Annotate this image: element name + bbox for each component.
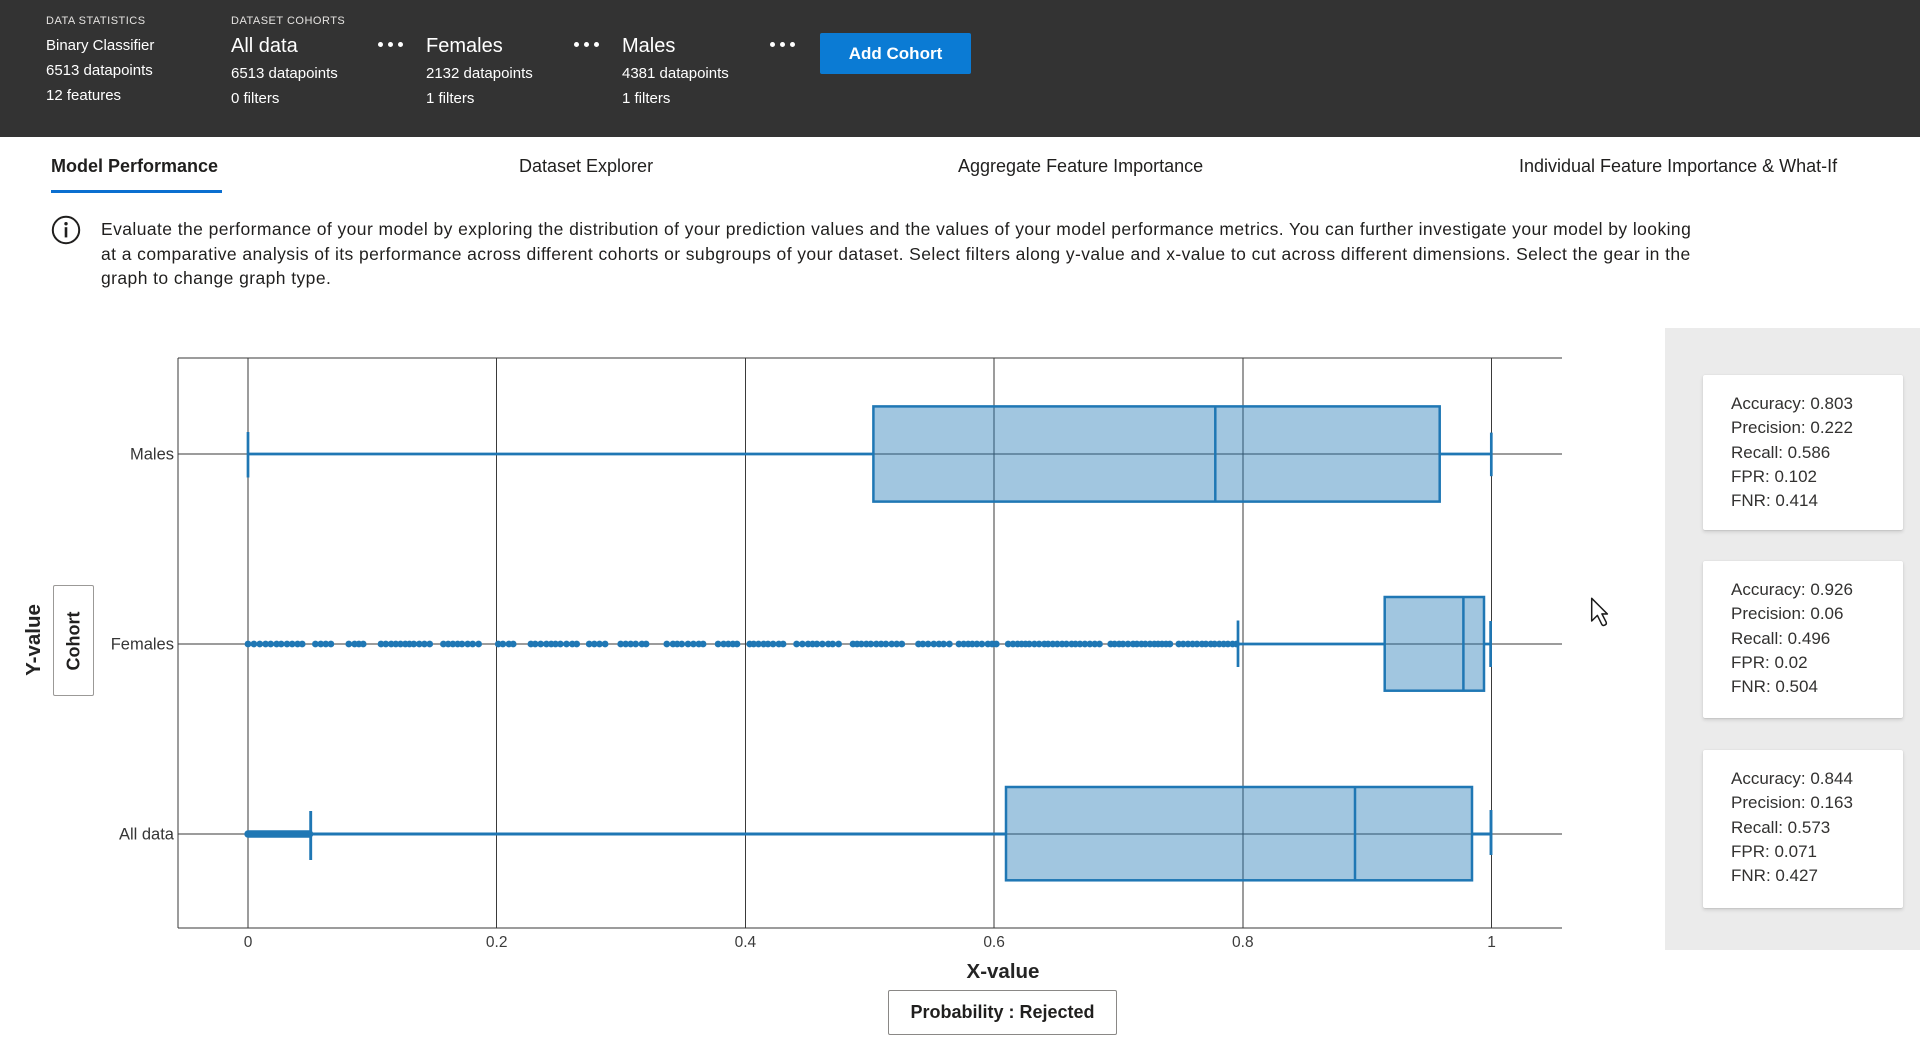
svg-text:Males: Males bbox=[130, 446, 174, 464]
svg-text:0: 0 bbox=[244, 934, 253, 951]
svg-text:0.8: 0.8 bbox=[1232, 934, 1254, 951]
svg-text:X-value: X-value bbox=[967, 960, 1040, 983]
svg-text:0.2: 0.2 bbox=[486, 934, 508, 951]
svg-text:0.6: 0.6 bbox=[983, 934, 1005, 951]
svg-text:Y-value: Y-value bbox=[22, 604, 45, 676]
svg-text:Females: Females bbox=[111, 636, 174, 654]
svg-text:1: 1 bbox=[1487, 934, 1496, 951]
svg-text:0.4: 0.4 bbox=[735, 934, 757, 951]
svg-text:All data: All data bbox=[119, 826, 175, 844]
